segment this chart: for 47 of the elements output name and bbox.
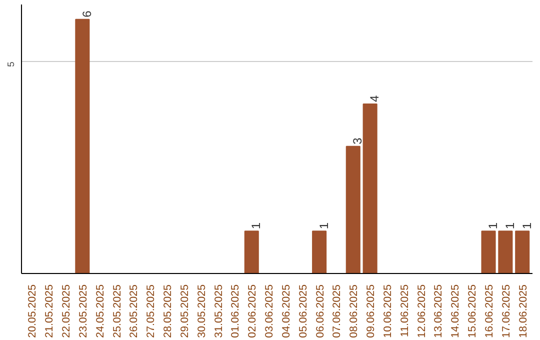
x-tick-label: 31.05.2025 <box>212 284 225 338</box>
x-tick-label: 28.05.2025 <box>162 284 174 338</box>
x-tick-label: 30.05.2025 <box>196 284 208 338</box>
bar <box>244 230 259 274</box>
data-label: 1 <box>249 222 264 230</box>
bar <box>498 230 513 274</box>
x-tick-label: 29.05.2025 <box>178 284 191 338</box>
bar <box>312 230 327 274</box>
x-tick-label: 10.06.2025 <box>382 284 394 338</box>
x-tick-label: 14.06.2025 <box>450 284 462 338</box>
x-tick-label: 04.06.2025 <box>280 284 292 338</box>
data-label: 1 <box>520 222 534 230</box>
x-tick-label: 27.05.2025 <box>145 284 158 338</box>
bar <box>362 104 378 274</box>
x-tick-label: 26.05.2025 <box>128 284 140 338</box>
x-tick-label: 09.06.2025 <box>365 284 378 338</box>
x-tick-label: 25.05.2025 <box>111 284 124 338</box>
data-label: 3 <box>350 137 365 144</box>
x-tick-label: 21.05.2025 <box>44 284 56 338</box>
x-tick-label: 18.06.2025 <box>517 284 530 338</box>
x-tick-label: 03.06.2025 <box>264 284 276 338</box>
data-label: 1 <box>502 222 517 230</box>
x-tick-label: 08.06.2025 <box>348 284 360 338</box>
x-tick-label: 05.06.2025 <box>297 284 310 338</box>
data-label: 6 <box>80 10 94 18</box>
bar <box>481 230 496 274</box>
x-tick-label: 15.06.2025 <box>466 284 479 338</box>
x-tick-label: 24.05.2025 <box>94 284 106 338</box>
x-tick-label: 17.06.2025 <box>500 284 512 338</box>
y-tick-label: 5 <box>6 62 16 67</box>
data-label: 1 <box>316 222 331 230</box>
x-tick-label: 12.06.2025 <box>416 284 428 338</box>
x-tick-label: 01.06.2025 <box>230 284 242 338</box>
bar <box>75 18 90 274</box>
bar <box>346 146 360 274</box>
data-label: 4 <box>368 95 382 102</box>
x-tick-label: 20.05.2025 <box>26 284 39 338</box>
x-tick-label: 22.05.2025 <box>60 284 72 338</box>
data-label: 1 <box>486 222 500 230</box>
x-tick-label: 11.06.2025 <box>398 284 411 338</box>
x-tick-label: 07.06.2025 <box>331 284 344 338</box>
x-tick-label: 23.05.2025 <box>77 284 90 338</box>
x-tick-label: 13.06.2025 <box>432 284 445 338</box>
x-tick-label: 02.06.2025 <box>246 284 259 338</box>
x-tick-label: 16.06.2025 <box>484 284 496 338</box>
bar <box>515 230 530 274</box>
x-tick-label: 06.06.2025 <box>314 284 326 338</box>
